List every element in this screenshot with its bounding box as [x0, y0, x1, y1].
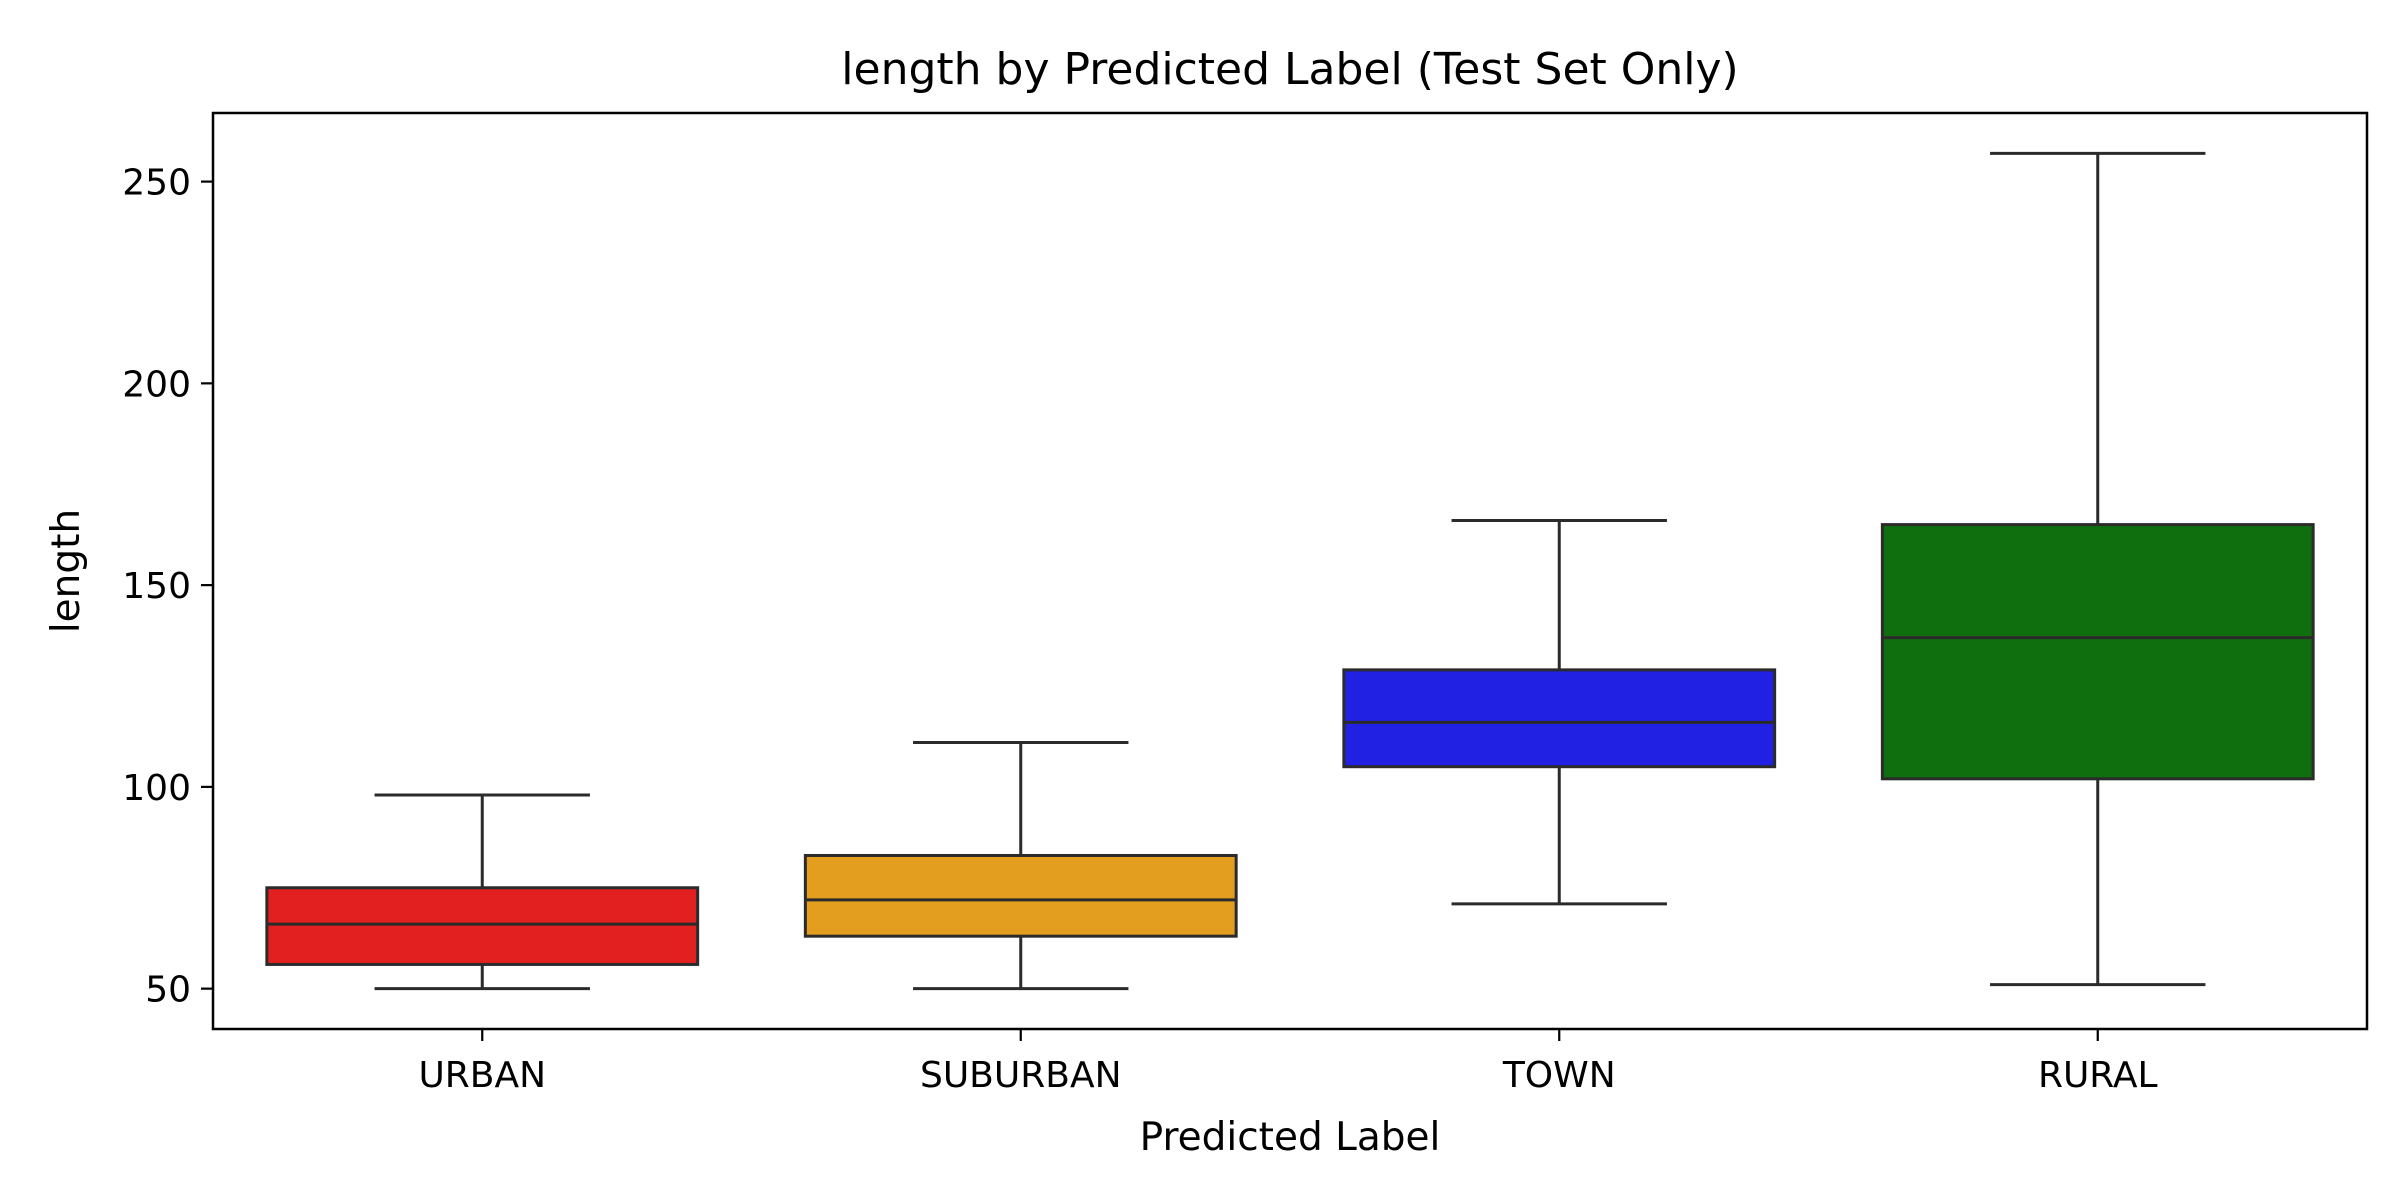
x-tick-label: TOWN [1502, 1055, 1616, 1096]
box-series [265, 151, 2315, 991]
box-iqr [803, 853, 1238, 938]
plot-frame [211, 111, 2369, 1031]
y-tick-label: 50 [145, 970, 191, 1011]
y-axis-label: length [44, 509, 89, 633]
x-tick-label: SUBURBAN [920, 1055, 1122, 1096]
y-tick-label: 100 [122, 768, 191, 809]
x-tick-label: RURAL [2038, 1055, 2158, 1096]
box-iqr [1880, 523, 2315, 781]
x-tick-label: URBAN [418, 1055, 546, 1096]
box-iqr [1342, 668, 1777, 769]
y-tick-label: 150 [122, 566, 191, 607]
box-group-suburban [803, 740, 1238, 991]
y-axis: 50 100 150 200 250 [122, 163, 213, 1011]
box-group-rural [1880, 151, 2315, 987]
y-tick-label: 200 [122, 364, 191, 405]
box-group-urban [265, 793, 700, 991]
chart-title: length by Predicted Label (Test Set Only… [841, 44, 1738, 95]
box-group-town [1342, 519, 1777, 906]
x-axis-label: Predicted Label [1140, 1115, 1441, 1160]
y-tick-label: 250 [122, 163, 191, 204]
x-axis: URBAN SUBURBAN TOWN RURAL [418, 1029, 2158, 1096]
box-iqr [265, 886, 700, 966]
